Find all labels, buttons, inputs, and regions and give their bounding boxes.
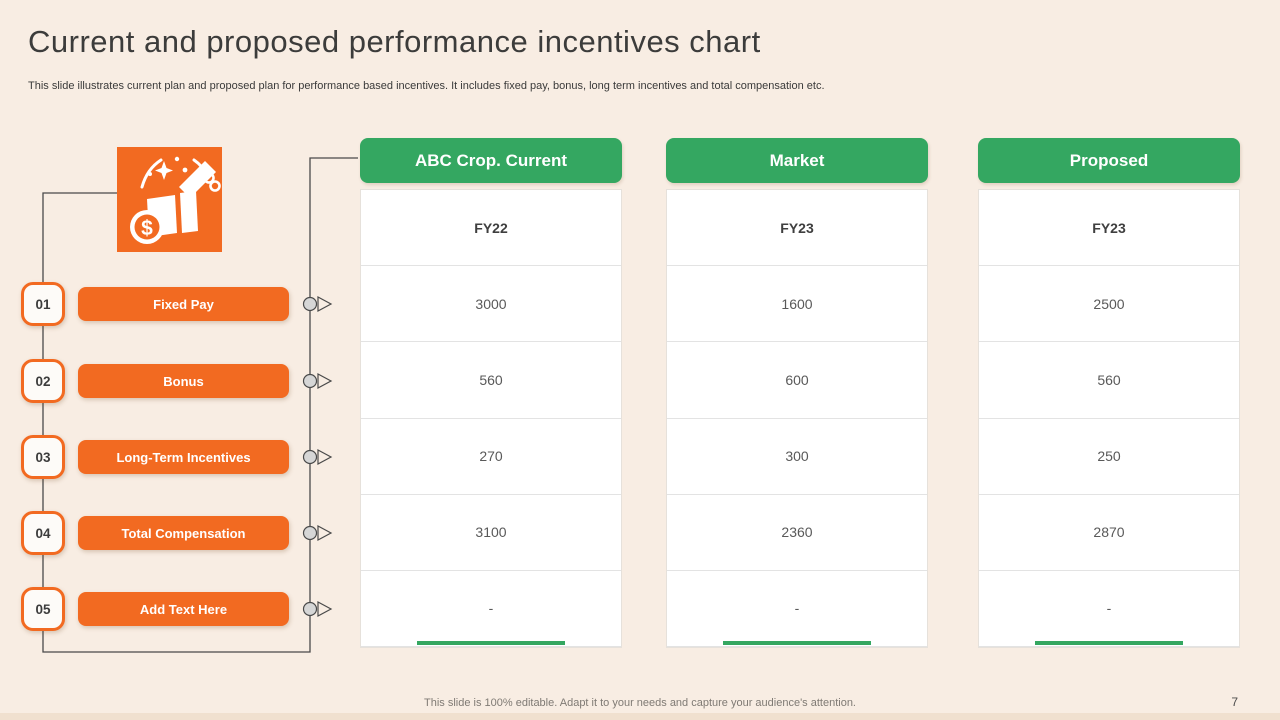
category-label-text: Add Text Here [139,601,228,617]
column-body: FY23 1600 600 300 2360 - [666,189,928,648]
step-number: 04 [35,525,51,541]
column-header: Market [666,138,928,183]
table-column-abc-crop-current: ABC Crop. Current FY22 3000 560 270 3100… [360,138,622,648]
value-cell: 250 [979,419,1239,495]
step-badge-01: 01 [21,282,65,326]
value-cell: 560 [361,342,621,419]
page-number: 7 [1231,695,1238,709]
column-body: FY22 3000 560 270 3100 - [360,189,622,648]
value-cell: 3000 [361,266,621,343]
value-cell: 600 [667,342,927,419]
step-badge-04: 04 [21,511,65,555]
fiscal-year-cell: FY23 [979,190,1239,267]
column-body: FY23 2500 560 250 2870 - [978,189,1240,648]
step-number: 01 [35,296,51,312]
column-header: Proposed [978,138,1240,183]
value-cell: - [667,571,927,648]
category-label-text: Long-Term Incentives [116,449,251,465]
svg-text:$: $ [141,217,153,240]
footer-note: This slide is 100% editable. Adapt it to… [424,697,856,709]
fiscal-year-cell: FY23 [667,190,927,267]
step-badge-05: 05 [21,587,65,631]
value-cell: 2500 [979,266,1239,343]
connector-marker [302,600,333,618]
step-number: 02 [35,373,51,389]
fiscal-year-cell: FY22 [361,190,621,267]
value-cell: 1600 [667,266,927,343]
value-cell: - [979,571,1239,648]
step-badge-03: 03 [21,435,65,479]
table-column-market: Market FY23 1600 600 300 2360 - [666,138,928,648]
category-label-add-text-here: Add Text Here [78,592,289,626]
table-column-proposed: Proposed FY23 2500 560 250 2870 - [978,138,1240,648]
category-label-fixed-pay: Fixed Pay [78,287,289,321]
value-cell: 3100 [361,495,621,571]
column-header: ABC Crop. Current [360,138,622,183]
gift-money-icon: $ [117,147,222,252]
connector-marker [302,295,333,313]
value-cell: 270 [361,419,621,495]
category-label-total-compensation: Total Compensation [78,516,289,550]
category-label-text: Bonus [163,373,204,389]
value-cell: 2870 [979,495,1239,571]
column-underline [723,641,871,645]
bottom-edge-strip [0,713,1280,720]
value-cell: 2360 [667,495,927,571]
value-cell: - [361,571,621,648]
step-number: 03 [35,449,51,465]
category-label-text: Total Compensation [121,525,246,541]
value-cell: 560 [979,342,1239,419]
value-cell: 300 [667,419,927,495]
connector-marker [302,448,333,466]
step-number: 05 [35,601,51,617]
column-underline [1035,641,1183,645]
page-title: Current and proposed performance incenti… [28,24,761,59]
step-badge-02: 02 [21,359,65,403]
column-underline [417,641,565,645]
gift-money-icon-art: $ [130,156,221,244]
category-label-long-term-incentives: Long-Term Incentives [78,440,289,474]
category-label-bonus: Bonus [78,364,289,398]
connector-marker [302,372,333,390]
connector-marker [302,524,333,542]
page-subtitle: This slide illustrates current plan and … [28,80,825,92]
category-label-text: Fixed Pay [153,296,214,312]
